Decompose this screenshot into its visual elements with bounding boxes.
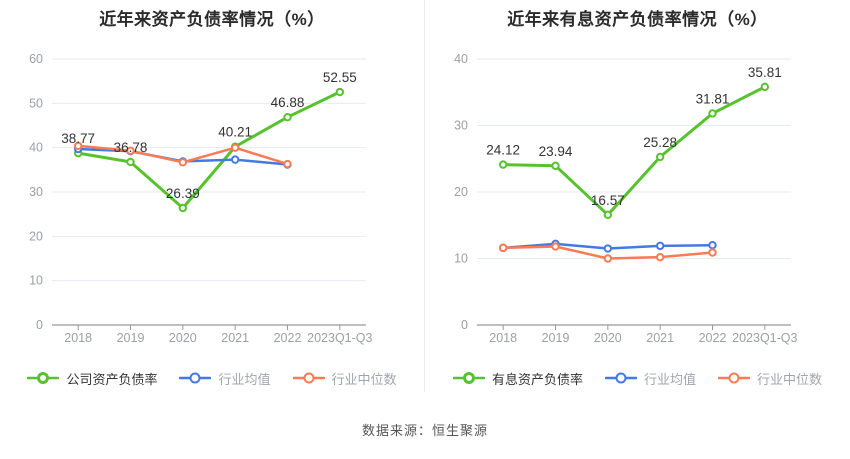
legend-item-label: 行业均值 — [218, 371, 271, 387]
data-point-marker[interactable] — [655, 252, 665, 262]
legend-item-industry-median-series[interactable]: 行业中位数 — [718, 369, 822, 388]
x-axis-tick-label: 2023Q1-Q3 — [732, 331, 797, 345]
legend-ring — [189, 372, 201, 384]
data-point-label: 16.57 — [591, 193, 625, 208]
data-point-marker[interactable] — [551, 242, 560, 251]
chart-title-asset-liability: 近年来资产负债率情况（%） — [99, 10, 325, 29]
data-point-marker[interactable] — [230, 155, 240, 164]
series-line — [501, 85, 767, 217]
legend-line-marker-icon — [179, 372, 212, 384]
legend-ring — [37, 372, 50, 384]
legend-item-primary-series[interactable]: 有息资产负债率 — [452, 369, 583, 388]
y-axis-tick-label: 50 — [29, 96, 43, 110]
x-axis-tick-label: 2019 — [117, 331, 145, 345]
data-point-label: 36.78 — [114, 140, 148, 155]
data-point-marker[interactable] — [655, 152, 665, 162]
data-point-marker[interactable] — [708, 248, 717, 257]
data-point-label: 23.94 — [539, 144, 573, 159]
data-point-marker[interactable] — [178, 203, 188, 213]
y-axis-tick-label: 20 — [454, 185, 468, 199]
legend-line-marker-icon — [27, 372, 60, 384]
x-axis-tick-label: 2018 — [489, 331, 517, 345]
y-axis-tick-label: 10 — [29, 274, 43, 288]
data-point-marker[interactable] — [498, 160, 508, 169]
legend-item-industry-avg-series[interactable]: 行业均值 — [179, 369, 271, 388]
legend-ring — [615, 372, 627, 384]
y-axis-tick-label: 0 — [36, 318, 43, 332]
legend-ring — [462, 372, 475, 384]
industry-median-series — [73, 141, 292, 169]
data-point-label: 25.28 — [643, 135, 677, 150]
data-point-marker[interactable] — [603, 210, 613, 220]
charts-row: 近年来资产负债率情况（%） 0 10 20 30 40 50 60 2018 2019 2020 2… — [0, 0, 850, 392]
data-point-marker[interactable] — [708, 241, 717, 250]
data-point-marker[interactable] — [283, 112, 292, 122]
legend-line-marker-icon — [718, 372, 750, 384]
chart-panel-interest-bearing: 近年来有息资产负债率情况（%） 0 10 20 30 40 2018 2019 2020 202… — [425, 0, 850, 392]
legend-item-label: 行业中位数 — [757, 371, 823, 387]
data-point-marker[interactable] — [73, 141, 83, 151]
legend-item-industry-avg-series[interactable]: 行业均值 — [604, 369, 696, 388]
data-point-marker[interactable] — [230, 143, 240, 152]
x-axis-tick-label: 2022 — [699, 331, 727, 345]
legend-line-marker-icon — [604, 372, 637, 384]
legend-item-industry-median-series[interactable]: 行业中位数 — [292, 369, 397, 388]
x-axis-tick-label: 2019 — [542, 331, 570, 345]
data-point-marker[interactable] — [603, 244, 613, 253]
data-point-marker[interactable] — [708, 109, 717, 118]
data-point-marker[interactable] — [603, 254, 613, 263]
data-point-label: 35.81 — [748, 65, 782, 80]
legend-item-primary-series[interactable]: 公司资产负债率 — [27, 369, 157, 388]
data-point-marker[interactable] — [655, 241, 665, 251]
y-axis-tick-label: 60 — [29, 52, 43, 66]
data-source-note: 数据来源：恒生聚源 — [361, 423, 488, 438]
legend-interest-bearing: 有息资产负债率 行业均值 行业中位数 — [425, 364, 850, 392]
data-point-label: 52.55 — [323, 70, 357, 85]
legend-item-label: 公司资产负债率 — [66, 371, 158, 387]
data-point-marker[interactable] — [498, 243, 508, 253]
legend-line-marker-icon — [452, 372, 485, 384]
legend-asset-liability: 公司资产负债率 行业均值 行业中位数 — [0, 364, 424, 392]
data-point-marker[interactable] — [551, 161, 560, 170]
y-axis-tick-label: 40 — [29, 141, 43, 155]
primary-series — [498, 82, 770, 220]
interest-bearing-line-chart: 0 10 20 30 40 2018 2019 2020 2021 2022 2023Q1-Q3 24… — [454, 52, 797, 345]
asset-liability-line-chart: 0 10 20 30 40 50 60 2018 2019 2020 2021 2022 2023Q1-… — [29, 52, 372, 345]
data-point-marker[interactable] — [178, 158, 188, 167]
data-point-marker[interactable] — [283, 159, 292, 169]
chart-title-interest-bearing: 近年来有息资产负债率情况（%） — [507, 10, 768, 29]
data-point-marker[interactable] — [126, 146, 135, 155]
data-point-marker[interactable] — [335, 87, 345, 97]
x-axis-tick-label: 2020 — [169, 331, 197, 345]
x-axis-tick-label: 2022 — [274, 331, 302, 345]
x-axis-tick-label: 2021 — [646, 331, 674, 345]
data-point-marker[interactable] — [126, 157, 135, 167]
legend-item-label: 行业中位数 — [331, 371, 397, 387]
y-axis-tick-label: 30 — [454, 119, 468, 133]
data-point-label: 40.21 — [218, 125, 252, 140]
data-point-label: 31.81 — [696, 91, 730, 106]
x-axis-tick-label: 2020 — [594, 331, 622, 345]
y-axis-tick-label: 40 — [454, 52, 468, 66]
data-point-label: 24.12 — [486, 143, 520, 158]
series-line — [76, 90, 342, 210]
x-axis-tick-label: 2021 — [221, 331, 249, 345]
legend-item-label: 行业均值 — [643, 371, 696, 387]
industry-median-series — [498, 242, 717, 263]
data-point-label: 46.88 — [271, 95, 305, 110]
legend-ring — [728, 372, 740, 384]
data-point-label: 26.39 — [166, 186, 200, 201]
legend-ring — [303, 372, 314, 384]
chart-panel-asset-liability: 近年来资产负债率情况（%） 0 10 20 30 40 50 60 2018 2019 2020 2… — [0, 0, 425, 392]
legend-item-label: 有息资产负债率 — [491, 371, 583, 387]
y-axis-tick-label: 0 — [461, 318, 468, 332]
x-axis-tick-label: 2023Q1-Q3 — [307, 331, 372, 345]
y-axis-tick-label: 10 — [454, 252, 468, 266]
y-axis-tick-label: 30 — [29, 185, 43, 199]
data-point-marker[interactable] — [760, 82, 770, 92]
legend-line-marker-icon — [292, 372, 325, 384]
x-axis-tick-label: 2018 — [64, 331, 92, 345]
data-point-label: 38.77 — [61, 131, 95, 146]
y-axis-tick-label: 20 — [29, 229, 43, 243]
